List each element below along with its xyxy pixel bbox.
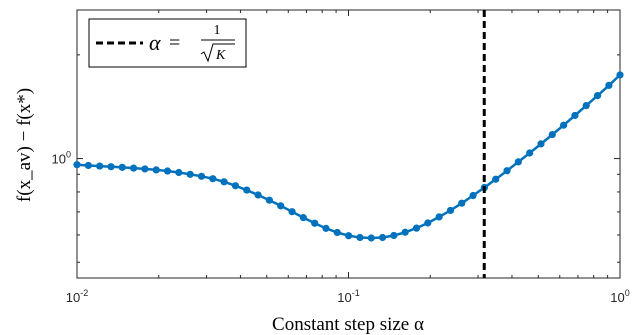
series-point (548, 130, 556, 139)
series-point (141, 165, 149, 173)
series-point (503, 167, 511, 175)
series-point (175, 168, 183, 177)
x-tick-label: 10-2 (66, 288, 88, 305)
series-point (401, 228, 409, 236)
x-tick-label: 10-1 (337, 288, 359, 305)
series-point (311, 219, 319, 227)
series-point (616, 71, 624, 79)
legend: α = 1 K (88, 18, 247, 68)
series-point (84, 161, 92, 170)
series-point (356, 233, 364, 242)
series-point (73, 161, 81, 169)
series-point (514, 158, 522, 166)
series-point (424, 219, 432, 227)
series-point (537, 140, 545, 148)
series-point (118, 163, 126, 171)
series-point (333, 228, 341, 237)
x-tick-label: 100 (610, 288, 629, 305)
series-point (197, 172, 206, 180)
series-point (152, 166, 160, 174)
series-point (288, 208, 296, 216)
x-axis-label: Constant step size α (272, 314, 424, 335)
series-point (469, 191, 477, 200)
series-point (435, 213, 443, 221)
series-point (163, 167, 172, 175)
y-tick-label: 100 (52, 150, 71, 167)
series-point (265, 196, 273, 204)
series-point (129, 164, 138, 172)
series-point (243, 186, 251, 194)
legend-alpha: α (149, 30, 161, 55)
series-point (526, 149, 534, 157)
series-point (107, 163, 115, 171)
series-point (186, 170, 194, 178)
series-point (299, 213, 307, 222)
axis-ticks (76, 10, 621, 278)
series-point (220, 178, 228, 186)
series-point (209, 175, 217, 183)
legend-numerator: 1 (214, 23, 221, 38)
series-point (322, 224, 330, 232)
series-group (73, 71, 624, 242)
series-point (560, 121, 568, 129)
series-point (96, 162, 104, 170)
series-point (605, 81, 613, 89)
legend-box (88, 18, 247, 68)
series-point (277, 202, 285, 210)
legend-sqrt-sign (200, 43, 235, 63)
series-point (446, 206, 455, 215)
series-point (231, 182, 240, 190)
series-point (412, 224, 421, 232)
legend-equals: = (169, 32, 180, 54)
series-point (458, 199, 466, 207)
series-point (378, 233, 387, 242)
series-point (582, 101, 590, 110)
series-point (345, 232, 353, 240)
series-point (593, 92, 602, 100)
series-point (254, 191, 262, 199)
series-point (367, 234, 375, 242)
series-point (390, 231, 398, 240)
legend-radicand: K (215, 48, 226, 63)
y-axis-label: f(x_av) − f(x*) (14, 88, 35, 202)
series-point (571, 111, 579, 120)
series-point (492, 175, 500, 183)
